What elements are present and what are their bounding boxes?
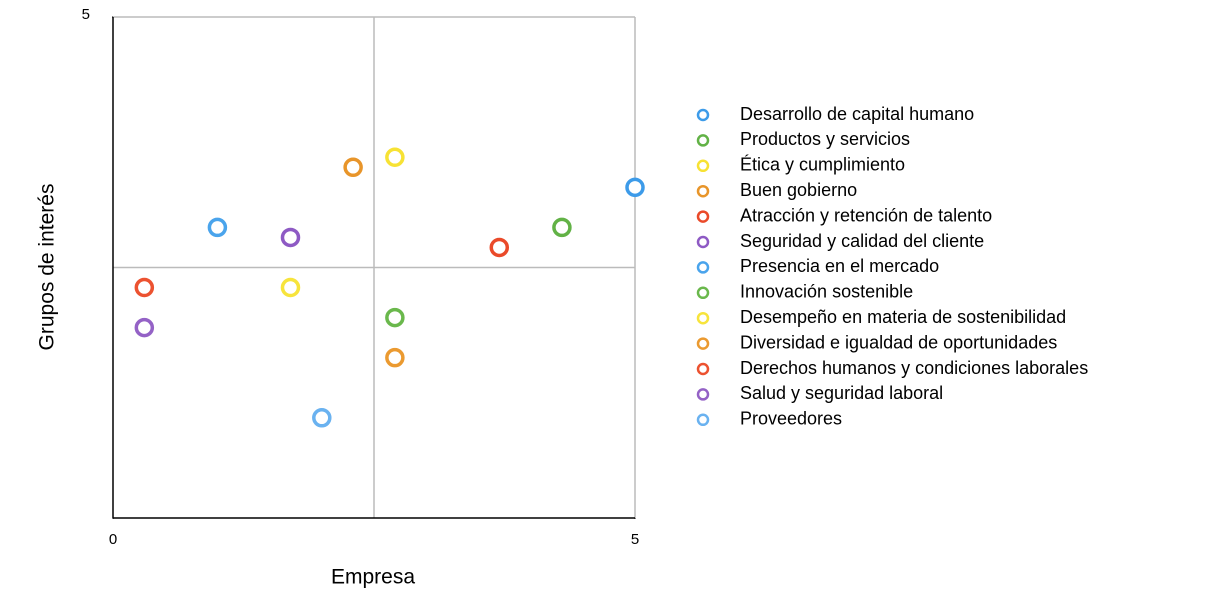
legend-label: Desempeño en materia de sostenibilidad bbox=[740, 307, 1066, 327]
point bbox=[385, 147, 405, 168]
legend-label: Buen gobierno bbox=[740, 180, 857, 200]
y-axis-label: Grupos de interés bbox=[36, 184, 59, 351]
legend-marker bbox=[696, 413, 710, 427]
point bbox=[489, 237, 510, 258]
legend-marker bbox=[696, 362, 710, 376]
legend-label: Diversidad e igualdad de oportunidades bbox=[740, 332, 1057, 352]
legend-marker bbox=[696, 159, 710, 173]
legend-label: Ética y cumplimiento bbox=[740, 155, 905, 175]
x-axis-label: Empresa bbox=[331, 566, 415, 589]
point bbox=[280, 227, 301, 248]
legend-marker bbox=[696, 388, 710, 401]
legend-label: Salud y seguridad laboral bbox=[740, 383, 943, 403]
legend-marker bbox=[696, 311, 710, 325]
legend-marker bbox=[696, 286, 710, 300]
legend-marker bbox=[696, 108, 710, 122]
point bbox=[134, 277, 155, 298]
legend-marker bbox=[696, 210, 710, 223]
legend-label: Productos y servicios bbox=[740, 129, 910, 149]
legend-label: Presencia en el mercado bbox=[740, 256, 939, 276]
point bbox=[207, 217, 228, 238]
point bbox=[343, 157, 363, 178]
point bbox=[385, 307, 405, 328]
legend-marker bbox=[696, 337, 710, 350]
legend-marker bbox=[696, 235, 710, 249]
point bbox=[552, 217, 572, 238]
legend-marker bbox=[696, 184, 710, 198]
x-tick-label: 5 bbox=[631, 531, 639, 548]
legend-marker bbox=[696, 261, 710, 274]
point bbox=[280, 277, 301, 298]
legend-label: Derechos humanos y condiciones laborales bbox=[740, 358, 1088, 378]
point bbox=[134, 317, 155, 338]
legend-marker bbox=[696, 134, 710, 147]
legend-label: Atracción y retención de talento bbox=[740, 205, 992, 225]
legend-label: Innovación sostenible bbox=[740, 282, 913, 302]
point bbox=[385, 347, 405, 368]
x-tick-label: 0 bbox=[109, 531, 117, 548]
legend-label: Desarrollo de capital humano bbox=[740, 104, 974, 124]
legend-label: Proveedores bbox=[740, 409, 842, 429]
legend-label: Seguridad y calidad del cliente bbox=[740, 231, 984, 251]
point bbox=[312, 408, 332, 428]
point bbox=[625, 177, 645, 198]
y-tick-label: 5 bbox=[82, 6, 90, 23]
